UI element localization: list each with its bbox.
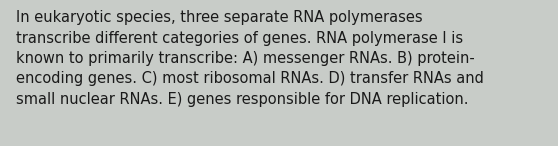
Text: In eukaryotic species, three separate RNA polymerases
transcribe different categ: In eukaryotic species, three separate RN… (16, 10, 483, 107)
